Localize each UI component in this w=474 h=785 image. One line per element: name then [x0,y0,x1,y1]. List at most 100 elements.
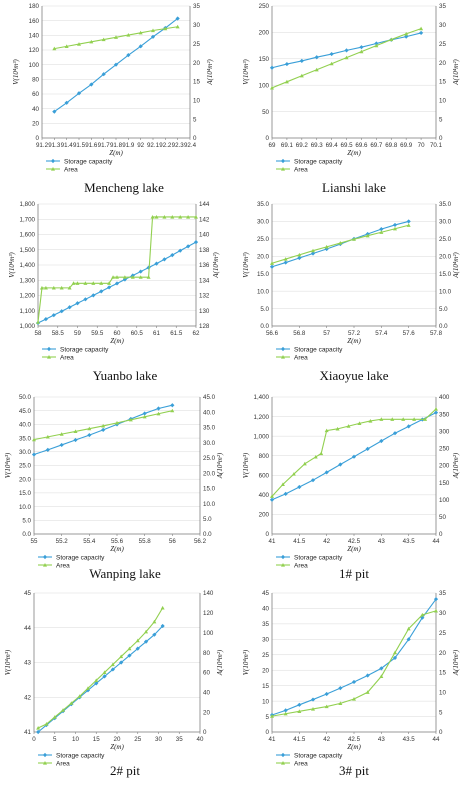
x-tick-label: 56 [169,538,176,545]
area-point [434,406,438,411]
legend-marker-triangle [43,761,47,765]
storage-capacity-point [392,655,398,660]
y-axis-right-title: A(10⁴m²) [452,452,460,479]
area-point [270,261,274,265]
y-right-tick-label: 15.0 [439,271,452,278]
storage-capacity-point [51,313,56,318]
x-tick-label: 57.2 [348,330,361,337]
chart-panel-3: 58 58.5 59 59.5 60 60.5 61 61.5 62 1,000 1,100 1,20… [8,201,220,383]
y-left-tick-label: 400 [259,492,270,499]
storage-capacity-point [379,666,384,671]
y-left-tick-label: 160 [29,18,40,25]
area-point [43,285,48,290]
legend-entry: Area [56,760,70,767]
y-axis-left-title: V(10⁴m³) [4,649,12,675]
area-point [280,482,285,486]
y-axis-right-title: A(10⁴m²) [452,252,460,279]
storage-capacity-point [433,597,439,602]
storage-capacity-point [101,72,106,77]
area-point [270,714,274,718]
x-tick-label: 91.4 [61,142,74,149]
area-point [122,275,127,279]
x-tick-label: 58.5 [52,330,65,337]
storage-capacity-point [138,269,143,274]
y-left-tick-label: 35.0 [19,435,32,442]
storage-capacity-point [59,442,64,448]
y-right-tick-label: 128 [199,323,210,330]
chart-panel-2: 69 69.1 69.2 69.3 69.4 69.5 69.6 69.7 69.8 69.9 70… [242,3,460,195]
x-tick-label: 59.5 [91,330,104,337]
storage-capacity-point [154,261,159,266]
storage-capacity-point [127,653,132,658]
area-point [420,612,425,617]
y-left-tick-label: 60 [32,91,39,98]
y-left-tick-label: 25.0 [19,463,32,470]
area-point [404,31,409,36]
legend-marker-triangle [281,355,285,359]
x-tick-label: 5 [53,736,57,743]
area-point [142,414,147,419]
y-left-tick-label: 50.0 [19,394,32,401]
y-right-tick-label: 15 [439,79,446,86]
y-right-tick-label: 130 [199,308,210,315]
storage-capacity-point [94,681,99,686]
storage-capacity-point [102,674,107,679]
area-point [75,281,80,285]
legend-entry: Area [294,354,308,361]
x-tick-label: 62 [193,330,200,337]
area-point [299,73,304,78]
x-tick-label: 91.5 [73,142,86,149]
area-point [313,454,318,459]
storage-capacity-point [392,222,398,228]
x-tick-label: 57.4 [375,330,388,337]
y-right-tick-label: 250 [439,446,450,453]
storage-capacity-point [170,252,175,258]
storage-capacity-point [269,497,275,502]
y-right-tick-label: 0 [439,729,443,736]
area-point [156,411,161,416]
y-left-tick-label: 41 [24,729,31,736]
storage-capacity-point [99,289,104,294]
area-point [335,426,340,431]
storage-capacity-point [324,470,329,475]
chart-caption: Wanping lake [89,566,161,581]
legend-entry: Storage capacity [294,554,343,561]
y-right-tick-label: 15 [193,79,200,86]
area-point [135,638,140,643]
area-point [115,275,119,279]
storage-capacity-point [418,30,424,36]
legend-marker-triangle [281,761,285,765]
legend-entry: Area [56,562,70,569]
storage-capacity-point [359,45,364,50]
area-point [138,30,143,35]
storage-capacity-point [283,491,288,496]
y-left-tick-label: 15.0 [257,271,270,278]
y-left-tick-label: 30.0 [257,219,270,226]
area-point [69,701,74,705]
area-point [52,715,57,719]
area-point [59,285,64,290]
y-right-tick-label: 35.0 [439,201,452,208]
y-right-tick-label: 0 [203,729,207,736]
legend-entry: Storage capacity [294,752,343,759]
storage-capacity-point [89,82,94,87]
area-point [352,237,356,241]
chart-panel-6: 41 41.5 42 42.5 43 43.5 4402004006008001,0001,… [242,394,460,581]
storage-capacity-point [433,410,439,415]
y-axis-right-title: A(10⁴m²) [212,252,220,279]
storage-capacity-point [135,646,140,651]
y-right-tick-label: 400 [439,394,450,401]
area-point [71,281,76,285]
y-left-tick-label: 100 [29,62,40,69]
chart-panel-1: 91.2 91.3 91.4 91.5 91.6 91.7 91.8 91.9 92 92.1 92… [12,3,214,195]
area-point [291,472,296,476]
storage-capacity-point [170,403,175,408]
y-left-tick-label: 5.0 [260,306,269,313]
area-point [127,646,132,651]
y-axis-left-title: V(10⁴m³) [242,649,250,675]
area-point [111,275,116,279]
y-left-tick-label: 15 [262,683,269,690]
y-left-tick-label: 45.0 [19,408,32,415]
x-tick-label: 69.9 [400,142,413,149]
